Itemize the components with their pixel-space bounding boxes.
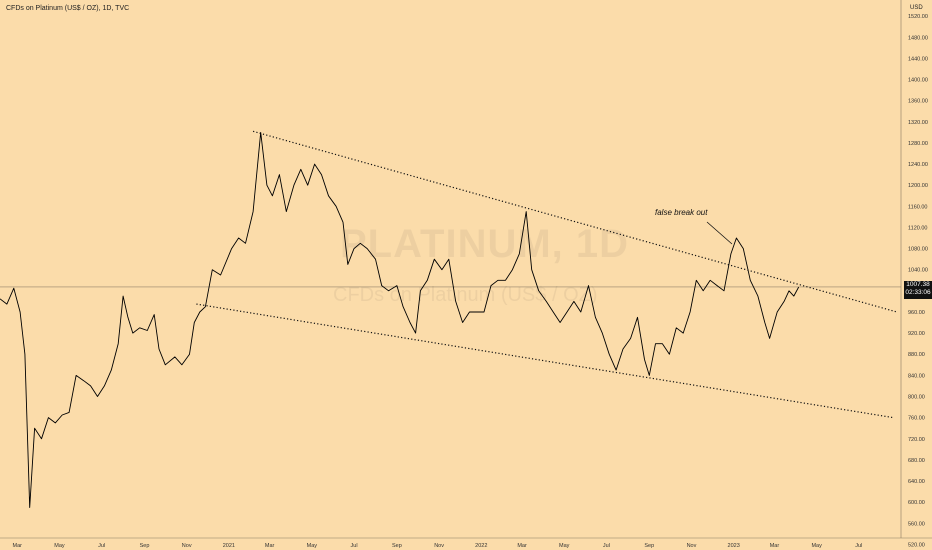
x-tick-label: Jul [855, 543, 862, 549]
y-tick-label: 1400.00 [908, 78, 928, 84]
trendline [196, 303, 894, 419]
x-tick-label: Jul [98, 543, 105, 549]
y-tick-label: 1120.00 [908, 225, 927, 231]
y-tick-label: 1200.00 [908, 183, 928, 189]
y-tick-label: 1320.00 [908, 120, 928, 126]
x-tick-label: Jul [603, 543, 610, 549]
y-tick-label: 600.00 [908, 500, 925, 506]
y-tick-label: 640.00 [908, 479, 925, 485]
axis-unit-label: USD [910, 5, 923, 11]
y-tick-label: 1360.00 [908, 99, 928, 105]
y-tick-label: 520.00 [908, 542, 925, 548]
x-tick-label: Mar [265, 543, 275, 549]
y-tick-label: 840.00 [908, 373, 925, 379]
y-tick-label: 1520.00 [908, 14, 928, 20]
watermark-description: CFDs on Platinum (US$ / OZ) [333, 284, 598, 306]
bar-countdown: 02:33:06 [905, 289, 931, 297]
y-tick-label: 800.00 [908, 395, 925, 401]
x-tick-label: May [811, 543, 822, 549]
x-tick-label: 2022 [475, 543, 487, 549]
y-tick-label: 1480.00 [908, 35, 928, 41]
x-tick-label: Jul [351, 543, 358, 549]
false-breakout-annotation: false break out [655, 208, 708, 217]
x-tick-label: May [54, 543, 65, 549]
current-price-badge: 1007.38 02:33:06 [904, 280, 932, 299]
x-tick-label: Mar [517, 543, 527, 549]
y-tick-label: 1080.00 [908, 247, 928, 253]
x-tick-label: Mar [13, 543, 23, 549]
x-tick-label: Nov [434, 543, 444, 549]
watermark-symbol: PLATINUM, 1D [340, 222, 630, 266]
annotation-arrow [706, 221, 733, 245]
price-series-line [0, 131, 800, 508]
x-axis-ticks: Mar May Jul Sep Nov 2021 Mar May Jul Sep Nov 2022 Ma… [13, 543, 863, 549]
x-tick-label: 2021 [223, 543, 235, 549]
x-tick-label: 2023 [728, 543, 740, 549]
y-tick-label: 1240.00 [908, 162, 928, 168]
y-tick-label: 920.00 [908, 331, 925, 337]
y-tick-label: 680.00 [908, 458, 925, 464]
x-tick-label: Sep [140, 543, 150, 549]
y-tick-label: 720.00 [908, 437, 925, 443]
x-tick-label: Sep [392, 543, 402, 549]
chart-title: CFDs on Platinum (US$ / OZ), 1D, TVC [6, 5, 130, 12]
x-tick-label: May [559, 543, 570, 549]
current-price-value: 1007.38 [906, 280, 930, 288]
y-tick-label: 880.00 [908, 352, 925, 358]
y-tick-label: 1440.00 [908, 56, 928, 62]
y-tick-label: 560.00 [908, 521, 925, 527]
y-tick-label: 1280.00 [908, 141, 928, 147]
y-tick-label: 1160.00 [908, 204, 927, 210]
y-tick-label: 1040.00 [908, 268, 928, 274]
trendlines [196, 130, 898, 419]
x-tick-label: Sep [644, 543, 654, 549]
trendline [252, 130, 898, 313]
y-tick-label: 960.00 [908, 310, 925, 316]
x-tick-label: Nov [182, 543, 192, 549]
y-axis-ticks: 1520.00 1480.00 1440.00 1400.00 1360.00 1320.… [908, 14, 928, 548]
x-tick-label: Nov [687, 543, 697, 549]
x-tick-label: May [307, 543, 318, 549]
x-tick-label: Mar [770, 543, 780, 549]
y-tick-label: 760.00 [908, 416, 925, 422]
